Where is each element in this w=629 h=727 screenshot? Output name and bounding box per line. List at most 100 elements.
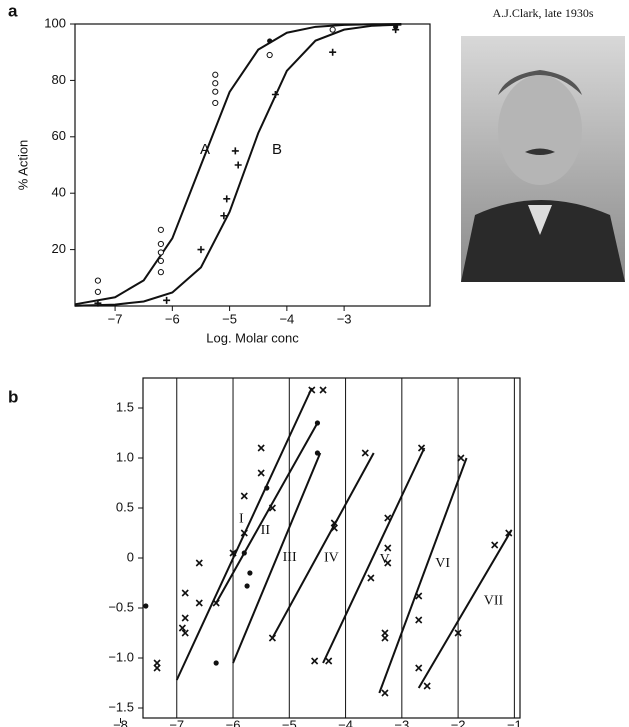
data-point xyxy=(181,589,189,597)
y-axis-label: % Action xyxy=(15,140,30,191)
curve-label: A xyxy=(200,141,210,158)
data-point xyxy=(229,549,237,557)
line-label: VI xyxy=(435,556,450,571)
data-point xyxy=(381,634,389,642)
x-tick-label: −7 xyxy=(108,311,123,326)
x-tick-label: −7 xyxy=(169,717,184,727)
portrait-photo xyxy=(461,36,625,282)
x-tick-label: −3 xyxy=(337,311,352,326)
panel-letter: b xyxy=(8,387,18,406)
data-point xyxy=(367,574,375,582)
data-point xyxy=(423,682,431,690)
data-point xyxy=(163,296,171,304)
data-point xyxy=(268,504,276,512)
fit-line xyxy=(378,457,468,694)
data-point xyxy=(415,592,423,600)
data-point xyxy=(454,629,462,637)
data-point xyxy=(257,444,265,452)
data-point xyxy=(381,689,389,697)
data-point xyxy=(231,147,239,155)
panel-letter: a xyxy=(8,1,18,20)
data-point xyxy=(157,269,164,276)
data-point xyxy=(241,550,247,556)
data-point xyxy=(223,195,231,203)
line-label: VII xyxy=(484,593,504,608)
data-point xyxy=(384,544,392,552)
data-point xyxy=(267,38,273,44)
data-point xyxy=(257,469,265,477)
data-point xyxy=(319,386,327,394)
data-point xyxy=(178,624,186,632)
data-point xyxy=(415,616,423,624)
y-tick-label: 1.0 xyxy=(116,449,134,464)
fit-line xyxy=(271,452,375,639)
data-point xyxy=(181,614,189,622)
x-tick-label: −8 xyxy=(113,717,128,727)
data-point xyxy=(212,71,219,78)
x-tick-label: −4 xyxy=(338,717,353,727)
photo-caption: A.J.Clark, late 1930s xyxy=(493,6,594,20)
x-tick-label: −6 xyxy=(226,717,241,727)
data-point xyxy=(212,99,219,107)
fit-line xyxy=(417,529,513,689)
y-tick-label: −0.5 xyxy=(108,599,134,614)
data-point xyxy=(212,88,219,95)
data-point xyxy=(143,603,149,609)
data-point xyxy=(94,277,102,284)
data-point xyxy=(384,559,392,567)
fit-line xyxy=(215,422,319,604)
data-point xyxy=(308,386,316,394)
line-label: V xyxy=(380,552,390,567)
y-tick-label: −1.0 xyxy=(108,649,134,664)
line-label: I xyxy=(239,512,244,527)
curve xyxy=(74,23,402,307)
data-point xyxy=(212,80,219,87)
data-point xyxy=(94,288,102,295)
x-tick-label: −4 xyxy=(279,311,294,326)
plot-frame xyxy=(74,23,431,307)
y-tick-label: 20 xyxy=(52,241,66,256)
data-point xyxy=(212,599,220,607)
data-point xyxy=(329,26,336,33)
x-tick-label: −3 xyxy=(394,717,409,727)
x-tick-label: −1 xyxy=(507,717,522,727)
data-point xyxy=(94,299,102,307)
data-point xyxy=(157,226,164,233)
data-point xyxy=(384,514,392,522)
y-tick-label: 60 xyxy=(52,128,66,143)
fit-line xyxy=(322,447,426,664)
data-point xyxy=(264,485,270,491)
data-point xyxy=(157,249,164,256)
data-point xyxy=(361,449,369,457)
data-point xyxy=(491,541,499,549)
data-point xyxy=(240,492,248,500)
curve-label: B xyxy=(272,141,282,158)
data-point xyxy=(220,212,228,220)
data-point xyxy=(247,570,253,576)
data-point xyxy=(240,529,248,537)
data-point xyxy=(213,660,219,666)
data-point xyxy=(181,629,189,637)
data-point xyxy=(314,450,321,456)
curve xyxy=(74,23,402,306)
data-point xyxy=(325,657,333,665)
data-point xyxy=(234,161,242,169)
data-point xyxy=(417,444,426,452)
data-point xyxy=(268,634,276,642)
data-point xyxy=(244,583,250,589)
y-tick-label: 0.5 xyxy=(116,499,134,514)
x-axis-label: Log. Molar conc xyxy=(206,330,299,345)
plot-frame xyxy=(142,377,521,719)
data-point xyxy=(197,246,205,254)
fit-line xyxy=(232,452,322,664)
x-tick-label: −6 xyxy=(165,311,180,326)
y-tick-label: 0 xyxy=(127,549,134,564)
data-point xyxy=(195,559,203,567)
data-point xyxy=(153,664,161,672)
data-point xyxy=(505,529,513,537)
data-point xyxy=(157,257,164,264)
x-tick-label: −2 xyxy=(451,717,466,727)
y-tick-label: 40 xyxy=(52,185,66,200)
x-tick-label: −5 xyxy=(282,717,297,727)
